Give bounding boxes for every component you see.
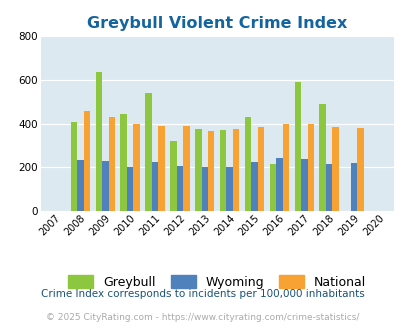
Bar — [232, 129, 239, 211]
Bar — [269, 164, 275, 211]
Bar — [332, 127, 338, 211]
Bar — [201, 168, 207, 211]
Bar — [127, 168, 133, 211]
Title: Greybull Violent Crime Index: Greybull Violent Crime Index — [87, 16, 347, 31]
Bar — [307, 124, 313, 211]
Text: © 2025 CityRating.com - https://www.cityrating.com/crime-statistics/: © 2025 CityRating.com - https://www.city… — [46, 313, 359, 322]
Bar — [95, 72, 102, 211]
Bar — [170, 141, 176, 211]
Bar — [319, 104, 325, 211]
Bar — [120, 114, 127, 211]
Bar — [151, 162, 158, 211]
Bar — [257, 127, 264, 211]
Bar — [282, 124, 288, 211]
Bar — [102, 161, 108, 211]
Bar — [325, 164, 332, 211]
Bar — [145, 93, 151, 211]
Bar — [220, 130, 226, 211]
Bar — [356, 128, 363, 211]
Bar — [275, 158, 282, 211]
Bar — [83, 111, 90, 211]
Bar — [350, 163, 356, 211]
Bar — [158, 126, 164, 211]
Bar — [194, 129, 201, 211]
Bar — [77, 160, 83, 211]
Bar — [251, 162, 257, 211]
Bar — [70, 121, 77, 211]
Legend: Greybull, Wyoming, National: Greybull, Wyoming, National — [63, 270, 371, 294]
Bar — [226, 168, 232, 211]
Bar — [300, 159, 307, 211]
Bar — [176, 166, 183, 211]
Bar — [207, 131, 214, 211]
Bar — [108, 117, 115, 211]
Bar — [133, 124, 139, 211]
Text: Crime Index corresponds to incidents per 100,000 inhabitants: Crime Index corresponds to incidents per… — [41, 289, 364, 299]
Bar — [183, 126, 189, 211]
Bar — [294, 82, 300, 211]
Bar — [244, 117, 251, 211]
